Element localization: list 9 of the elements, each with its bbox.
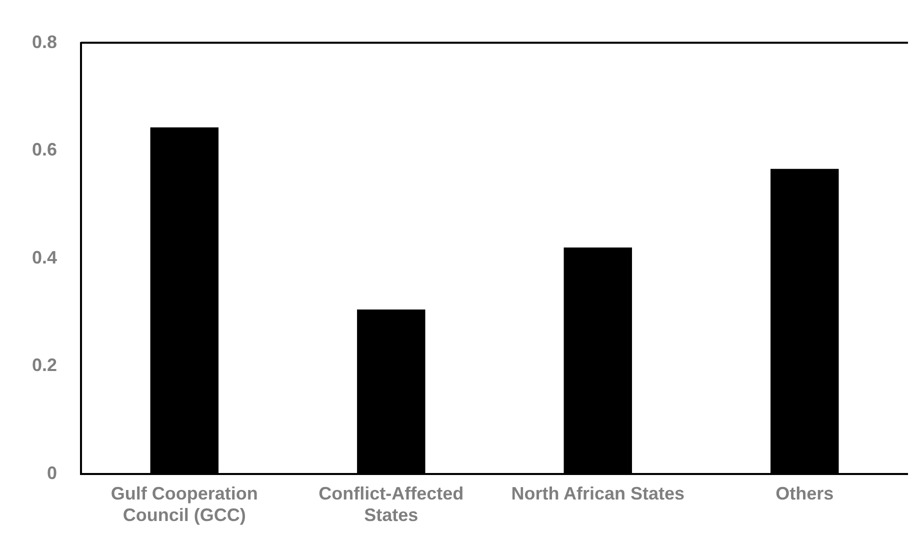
y-tick-label: 0.2: [32, 355, 58, 376]
y-tick-label: 0.8: [32, 32, 58, 52]
y-tick-label: 0.4: [32, 247, 58, 268]
x-tick-label: Conflict-Affected States: [318, 484, 464, 526]
x-tick-label: Others: [776, 484, 834, 504]
y-tick-label: 0.6: [32, 140, 58, 160]
y-tick-label: 0: [47, 462, 58, 483]
x-tick-label: Gulf Cooperation Council (GCC): [110, 484, 258, 526]
x-tick-label: North African States: [511, 484, 685, 504]
